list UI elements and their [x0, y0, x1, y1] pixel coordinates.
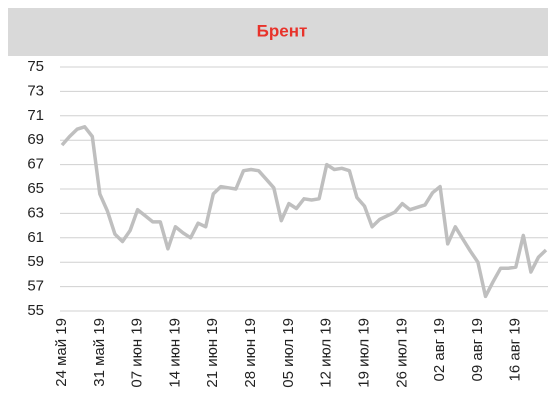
y-tick-label: 57: [27, 278, 44, 295]
x-tick-label: 24 май 19: [53, 318, 70, 387]
x-tick-label: 14 июн 19: [166, 318, 183, 388]
y-tick-label: 69: [27, 131, 44, 148]
x-tick-label: 28 июн 19: [242, 318, 259, 388]
x-tick-label: 21 июн 19: [204, 318, 221, 388]
x-tick-label: 26 июл 19: [393, 318, 410, 388]
y-tick-label: 67: [27, 156, 44, 173]
y-tick-label: 61: [27, 229, 44, 246]
x-tick-label: 05 июл 19: [280, 318, 297, 388]
x-tick-label: 09 авг 19: [469, 318, 486, 382]
x-tick-label: 16 авг 19: [507, 318, 524, 382]
x-tick-label: 12 июл 19: [318, 318, 335, 388]
y-tick-label: 63: [27, 204, 44, 221]
y-tick-label: 65: [27, 180, 44, 197]
x-tick-label: 19 июл 19: [355, 318, 372, 388]
x-tick-label: 02 авг 19: [431, 318, 448, 382]
y-tick-label: 73: [27, 82, 44, 99]
x-tick-label: 31 май 19: [91, 318, 108, 387]
y-tick-label: 71: [27, 107, 44, 124]
chart-title: Брент: [257, 21, 308, 40]
y-tick-label: 75: [27, 58, 44, 75]
price-line: [60, 125, 548, 299]
y-tick-label: 55: [27, 302, 44, 319]
y-tick-label: 59: [27, 253, 44, 270]
title-band: [8, 8, 548, 56]
x-tick-label: 07 июн 19: [129, 318, 146, 388]
